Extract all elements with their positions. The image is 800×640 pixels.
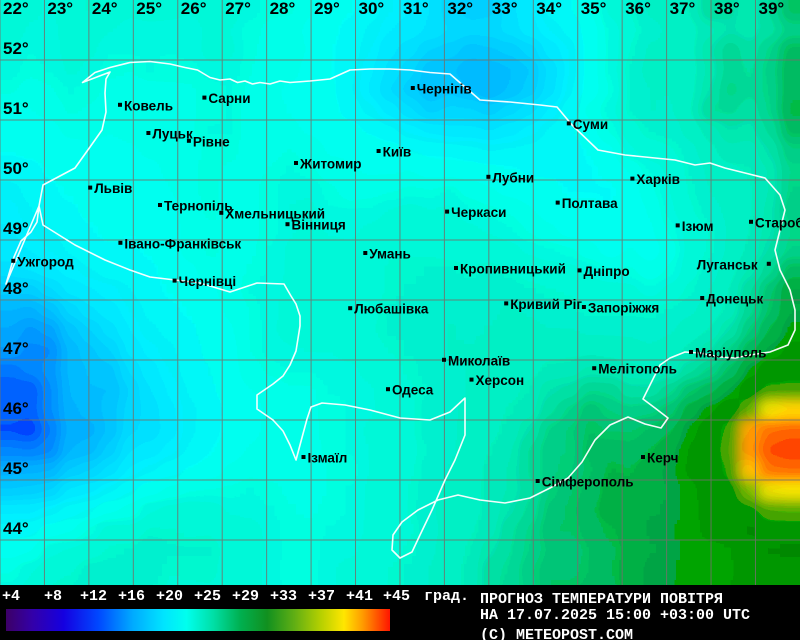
svg-text:Луганськ: Луганськ [697,257,758,272]
svg-text:Львів: Львів [94,181,132,196]
svg-text:Сімферополь: Сімферополь [542,475,634,490]
svg-text:32°: 32° [447,0,473,18]
svg-text:Кривий Ріг: Кривий Ріг [510,297,582,312]
svg-text:Київ: Київ [383,145,412,160]
svg-text:+20: +20 [156,588,183,605]
svg-text:Ковель: Ковель [124,98,173,113]
svg-text:38°: 38° [714,0,740,18]
svg-text:Чернівці: Чернівці [179,274,237,289]
svg-text:+45: +45 [383,588,410,605]
svg-text:23°: 23° [47,0,73,18]
svg-text:34°: 34° [536,0,562,18]
svg-text:Донецьк: Донецьк [706,292,763,307]
svg-text:Ужгород: Ужгород [17,254,74,269]
svg-text:Херсон: Херсон [476,373,525,388]
svg-text:26°: 26° [181,0,207,18]
svg-text:Рівне: Рівне [193,134,230,149]
svg-text:Харків: Харків [636,172,680,187]
svg-text:33°: 33° [492,0,518,18]
svg-text:Мелітополь: Мелітополь [598,362,677,377]
svg-text:Ізмаїл: Ізмаїл [308,451,348,466]
svg-text:Івано-Франківськ: Івано-Франківськ [124,236,241,251]
svg-text:Умань: Умань [369,247,411,262]
svg-text:Ізюм: Ізюм [682,219,714,234]
svg-text:36°: 36° [625,0,651,18]
svg-text:37°: 37° [670,0,696,18]
svg-text:30°: 30° [359,0,385,18]
svg-text:51°: 51° [3,99,29,118]
svg-text:Старобільськ: Старобільськ [755,215,800,230]
svg-text:46°: 46° [3,399,29,418]
svg-text:Миколаїв: Миколаїв [448,353,510,368]
svg-text:Суми: Суми [573,117,608,132]
svg-text:39°: 39° [759,0,785,18]
svg-text:+4: +4 [2,588,20,605]
svg-text:Сарни: Сарни [208,91,250,106]
svg-text:Маріуполь: Маріуполь [695,346,766,361]
svg-text:+29: +29 [232,588,259,605]
svg-text:45°: 45° [3,459,29,478]
svg-text:49°: 49° [3,219,29,238]
svg-text:град.: град. [424,588,469,605]
svg-text:27°: 27° [225,0,251,18]
svg-text:Запоріжжя: Запоріжжя [588,301,659,316]
svg-text:Луцьк: Луцьк [152,127,193,142]
svg-text:Полтава: Полтава [562,196,618,211]
svg-text:Дніпро: Дніпро [584,264,630,279]
svg-text:+25: +25 [194,588,221,605]
svg-text:+41: +41 [346,588,373,605]
svg-text:+33: +33 [270,588,297,605]
svg-text:24°: 24° [92,0,118,18]
svg-text:35°: 35° [581,0,607,18]
svg-text:29°: 29° [314,0,340,18]
svg-text:25°: 25° [136,0,162,18]
svg-text:Керч: Керч [647,451,679,466]
svg-text:+12: +12 [80,588,107,605]
svg-text:Лубни: Лубни [492,170,534,185]
svg-text:+16: +16 [118,588,145,605]
svg-text:22°: 22° [3,0,29,18]
svg-text:+8: +8 [44,588,62,605]
svg-text:31°: 31° [403,0,429,18]
svg-text:47°: 47° [3,339,29,358]
svg-text:Кропивницький: Кропивницький [460,262,566,277]
svg-text:Вінниця: Вінниця [292,218,346,233]
svg-text:Любашівка: Любашівка [354,302,429,317]
svg-text:Чернігів: Чернігів [417,82,472,97]
svg-text:Одеса: Одеса [392,383,434,398]
svg-text:Черкаси: Черкаси [451,205,506,220]
svg-text:28°: 28° [270,0,296,18]
svg-text:50°: 50° [3,159,29,178]
svg-text:+37: +37 [308,588,335,605]
svg-text:52°: 52° [3,39,29,58]
svg-text:Житомир: Житомир [299,157,362,172]
svg-text:44°: 44° [3,519,29,538]
